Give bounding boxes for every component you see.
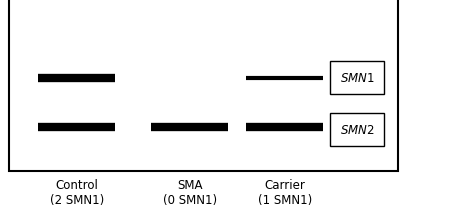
FancyBboxPatch shape bbox=[9, 0, 397, 171]
Text: Control
(2 SMN1): Control (2 SMN1) bbox=[50, 178, 104, 206]
Text: $\it{SMN1}$: $\it{SMN1}$ bbox=[339, 72, 373, 85]
Text: $\it{SMN2}$: $\it{SMN2}$ bbox=[339, 123, 373, 136]
FancyBboxPatch shape bbox=[329, 113, 383, 146]
FancyBboxPatch shape bbox=[329, 62, 383, 95]
Text: SMA
(0 SMN1): SMA (0 SMN1) bbox=[162, 178, 216, 206]
Text: Carrier
(1 SMN1): Carrier (1 SMN1) bbox=[257, 178, 311, 206]
